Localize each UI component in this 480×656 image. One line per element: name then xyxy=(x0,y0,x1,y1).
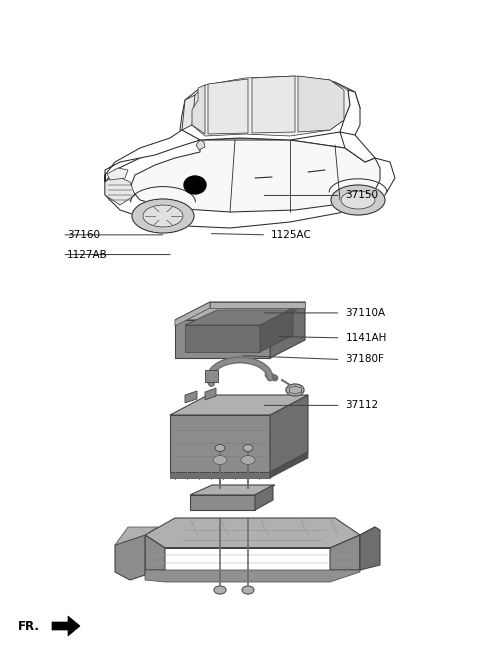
Polygon shape xyxy=(270,302,305,358)
Polygon shape xyxy=(270,452,308,478)
Text: 37160: 37160 xyxy=(67,230,100,240)
Ellipse shape xyxy=(213,455,227,464)
Polygon shape xyxy=(185,310,297,325)
Polygon shape xyxy=(52,616,80,636)
Ellipse shape xyxy=(184,176,206,194)
Text: 1125AC: 1125AC xyxy=(271,230,312,240)
Ellipse shape xyxy=(214,586,226,594)
Polygon shape xyxy=(192,85,205,134)
Ellipse shape xyxy=(143,205,183,227)
Polygon shape xyxy=(270,395,308,472)
Polygon shape xyxy=(170,395,308,415)
Polygon shape xyxy=(105,138,395,228)
Ellipse shape xyxy=(331,185,385,215)
Polygon shape xyxy=(145,535,360,570)
Polygon shape xyxy=(252,76,295,133)
Text: 37150: 37150 xyxy=(346,190,379,201)
Polygon shape xyxy=(105,175,135,205)
Polygon shape xyxy=(107,168,128,180)
Text: 37112: 37112 xyxy=(346,400,379,411)
Ellipse shape xyxy=(243,445,253,451)
Polygon shape xyxy=(175,320,270,358)
Ellipse shape xyxy=(242,586,254,594)
Text: FR.: FR. xyxy=(18,621,40,634)
Polygon shape xyxy=(115,535,145,580)
Polygon shape xyxy=(360,527,375,570)
Polygon shape xyxy=(145,518,360,548)
Polygon shape xyxy=(255,485,273,510)
Polygon shape xyxy=(170,472,270,478)
Ellipse shape xyxy=(132,199,194,233)
Polygon shape xyxy=(208,79,248,134)
Polygon shape xyxy=(115,527,158,545)
Polygon shape xyxy=(192,76,350,136)
Ellipse shape xyxy=(241,455,255,464)
Polygon shape xyxy=(105,130,200,182)
Polygon shape xyxy=(145,570,360,582)
Polygon shape xyxy=(340,90,360,142)
Polygon shape xyxy=(210,302,305,308)
Polygon shape xyxy=(175,302,210,326)
Polygon shape xyxy=(340,132,375,162)
Polygon shape xyxy=(205,370,218,382)
Polygon shape xyxy=(175,302,305,320)
Text: 37180F: 37180F xyxy=(346,354,384,365)
Polygon shape xyxy=(360,527,380,570)
Polygon shape xyxy=(298,76,344,132)
Text: 1141AH: 1141AH xyxy=(346,333,387,343)
Polygon shape xyxy=(205,388,216,400)
Polygon shape xyxy=(190,485,275,495)
Polygon shape xyxy=(180,78,360,140)
Polygon shape xyxy=(170,415,270,472)
Polygon shape xyxy=(185,391,197,403)
Polygon shape xyxy=(182,95,195,130)
Polygon shape xyxy=(260,308,293,352)
Polygon shape xyxy=(196,140,205,150)
Polygon shape xyxy=(185,325,260,352)
Text: 1127AB: 1127AB xyxy=(67,249,108,260)
Polygon shape xyxy=(190,495,255,510)
Polygon shape xyxy=(130,140,380,212)
Ellipse shape xyxy=(286,384,304,396)
Text: 37110A: 37110A xyxy=(346,308,386,318)
Ellipse shape xyxy=(341,191,375,209)
Ellipse shape xyxy=(215,445,225,451)
